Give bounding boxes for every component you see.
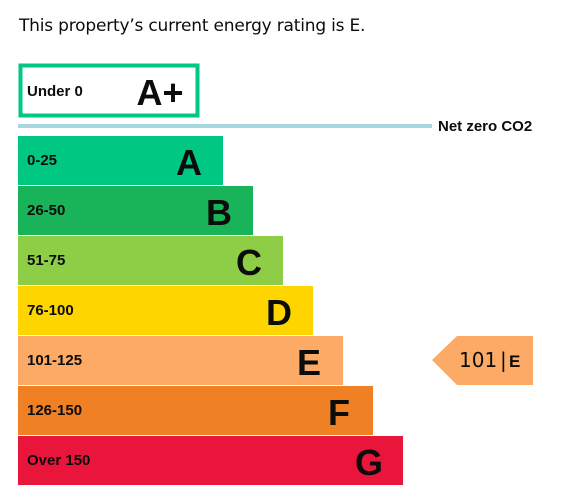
page-intro-text: This property’s current energy rating is… (19, 16, 366, 36)
band-b-range-label: 26-50 (27, 202, 65, 219)
band-c-range-label: 51-75 (27, 252, 65, 269)
band-a-bar (18, 136, 223, 185)
band-g-letter: G (355, 442, 383, 483)
band-g-range-label: Over 150 (27, 452, 90, 469)
band-c-letter: C (236, 242, 262, 283)
band-e-bar (18, 336, 343, 385)
band-aplus-letter: A+ (136, 72, 183, 113)
band-e-range-label: 101-125 (27, 352, 82, 369)
band-aplus-range-label: Under 0 (27, 83, 83, 100)
current-rating-separator: | (500, 348, 507, 372)
band-e-letter: E (297, 342, 321, 383)
net-zero-label: Net zero CO2 (438, 118, 532, 135)
current-rating-arrow (432, 336, 533, 385)
band-f-letter: F (328, 392, 350, 433)
band-a-letter: A (176, 142, 202, 183)
band-a-range-label: 0-25 (27, 152, 57, 169)
band-f-bar (18, 386, 373, 435)
band-d-letter: D (266, 292, 292, 333)
band-d-range-label: 76-100 (27, 302, 74, 319)
band-c-bar (18, 236, 283, 285)
band-b-letter: B (206, 192, 232, 233)
band-b-bar (18, 186, 253, 235)
band-f-range-label: 126-150 (27, 402, 82, 419)
band-g-bar (18, 436, 403, 485)
band-aplus-box (18, 63, 200, 118)
current-rating-value: 101 (459, 348, 497, 372)
band-d-bar (18, 286, 313, 335)
current-rating-letter: E (509, 352, 520, 371)
